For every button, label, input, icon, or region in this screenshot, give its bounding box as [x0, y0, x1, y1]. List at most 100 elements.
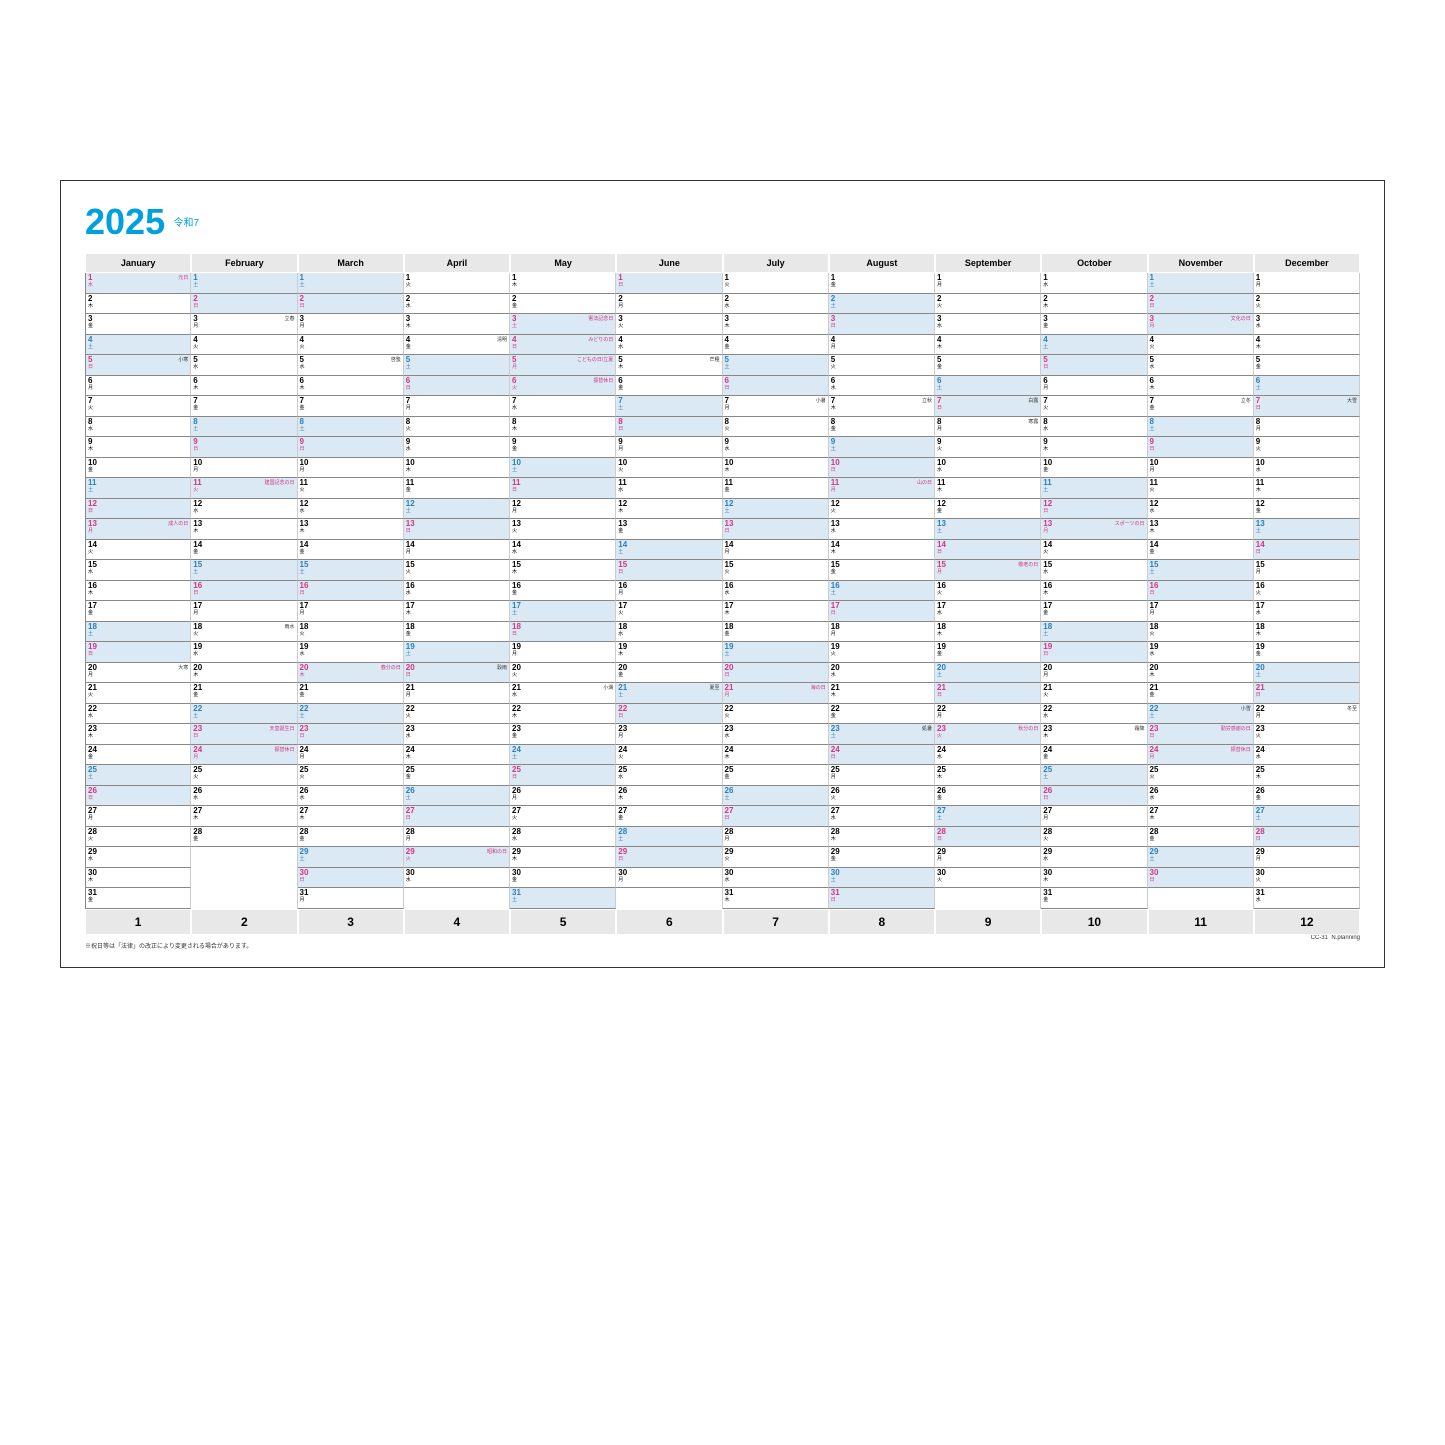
- day-cell: 19金: [935, 642, 1041, 663]
- day-cell: 30火: [935, 868, 1041, 889]
- day-cell: 2水: [404, 294, 510, 315]
- day-cell: 31土: [510, 888, 616, 909]
- day-cell: [1148, 888, 1254, 909]
- day-cell: 15月敬老の日: [935, 560, 1041, 581]
- day-cell: 8土: [1148, 417, 1254, 438]
- day-cell: 19火: [829, 642, 935, 663]
- day-cell: 8土: [191, 417, 297, 438]
- day-cell: 19水: [1148, 642, 1254, 663]
- day-cell: 4金清明: [404, 335, 510, 356]
- day-cell: 24金: [85, 745, 191, 766]
- day-cell: 16日: [1148, 581, 1254, 602]
- holiday-label: 山の日: [917, 479, 932, 486]
- day-cell: 11金: [723, 478, 829, 499]
- day-cell: 17月: [298, 601, 404, 622]
- day-cell: 15木: [510, 560, 616, 581]
- day-cell: 18金: [404, 622, 510, 643]
- day-cell: 5水: [1148, 355, 1254, 376]
- day-cell: 2火: [1254, 294, 1360, 315]
- calendar-footer: ※祝日等は「法律」の改正により変更される場合があります。 CC-31 N.pla…: [85, 935, 1360, 953]
- day-cell: 13土: [1254, 519, 1360, 540]
- day-cell: 29日: [616, 847, 722, 868]
- day-cell: 24木: [723, 745, 829, 766]
- era-label: 令和7: [174, 218, 200, 229]
- day-cell: 7日白露: [935, 396, 1041, 417]
- seasonal-note: 立冬: [1241, 397, 1251, 404]
- day-cell: 4木: [935, 335, 1041, 356]
- day-cell: 5日小寒: [85, 355, 191, 376]
- day-cell: 31金: [1041, 888, 1147, 909]
- day-cell: 21日: [1254, 683, 1360, 704]
- day-cell: 12水: [191, 499, 297, 520]
- day-cell: 19土: [723, 642, 829, 663]
- holiday-label: 振替休日: [274, 746, 294, 753]
- day-cell: 22金: [829, 704, 935, 725]
- seasonal-note: 立春: [284, 315, 294, 322]
- day-cell: 8水: [1041, 417, 1147, 438]
- day-cell: 26金: [935, 786, 1041, 807]
- day-cell: 24月振替休日: [191, 745, 297, 766]
- day-cell: 26水: [191, 786, 297, 807]
- day-cell: 14木: [829, 540, 935, 561]
- day-cell: 7土: [616, 396, 722, 417]
- day-cell: 31月: [298, 888, 404, 909]
- month-footer: 12: [1254, 909, 1360, 935]
- month-footer: 7: [723, 909, 829, 935]
- day-cell: 23金: [510, 724, 616, 745]
- day-cell: 13金: [616, 519, 722, 540]
- day-cell: 26土: [404, 786, 510, 807]
- day-cell: 5土: [723, 355, 829, 376]
- holiday-label: 海の日: [811, 684, 826, 691]
- day-cell: 29火昭和の日: [404, 847, 510, 868]
- day-cell: 5金: [1254, 355, 1360, 376]
- day-cell: 13土: [935, 519, 1041, 540]
- day-cell: 7月小暑: [723, 396, 829, 417]
- day-cell: 1木: [510, 273, 616, 294]
- day-cell: 24火: [616, 745, 722, 766]
- day-cell: 21金: [298, 683, 404, 704]
- day-cell: 21月: [404, 683, 510, 704]
- day-cell: 10水: [1254, 458, 1360, 479]
- day-cell: 16土: [829, 581, 935, 602]
- seasonal-note: 大寒: [178, 664, 188, 671]
- day-cell: 19水: [298, 642, 404, 663]
- day-cell: 24水: [935, 745, 1041, 766]
- day-cell: 18木: [1254, 622, 1360, 643]
- day-cell: 27火: [510, 806, 616, 827]
- day-cell: 21木: [829, 683, 935, 704]
- day-cell: 9日: [191, 437, 297, 458]
- day-cell: 12土: [723, 499, 829, 520]
- day-cell: 2火: [935, 294, 1041, 315]
- day-cell: 7金: [191, 396, 297, 417]
- day-cell: 4火: [191, 335, 297, 356]
- day-cell: 5木芒種: [616, 355, 722, 376]
- seasonal-note: 清明: [497, 336, 507, 343]
- day-cell: 16金: [510, 581, 616, 602]
- month-footer: 2: [191, 909, 297, 935]
- day-cell: 11水: [616, 478, 722, 499]
- day-cell: 9木: [1041, 437, 1147, 458]
- day-cell: 27金: [616, 806, 722, 827]
- month-header: December: [1254, 253, 1360, 273]
- day-cell: 14水: [510, 540, 616, 561]
- day-cell: 27木: [1148, 806, 1254, 827]
- day-cell: 24日: [829, 745, 935, 766]
- day-cell: 9金: [510, 437, 616, 458]
- day-cell: 29金: [829, 847, 935, 868]
- holiday-label: スポーツの日: [1115, 520, 1145, 527]
- holiday-label: 元日: [178, 274, 188, 281]
- day-cell: 23火: [1254, 724, 1360, 745]
- day-cell: 26土: [723, 786, 829, 807]
- day-cell: 17月: [1148, 601, 1254, 622]
- month-header: October: [1041, 253, 1147, 273]
- day-cell: 20火: [510, 663, 616, 684]
- day-cell: 23木霜降: [1041, 724, 1147, 745]
- month-footer: 5: [510, 909, 616, 935]
- day-cell: 25木: [1254, 765, 1360, 786]
- day-cell: 1月: [1254, 273, 1360, 294]
- day-cell: 6金: [616, 376, 722, 397]
- month-footer: 6: [616, 909, 722, 935]
- day-cell: 28水: [510, 827, 616, 848]
- day-cell: 9木: [85, 437, 191, 458]
- seasonal-note: 雨水: [284, 623, 294, 630]
